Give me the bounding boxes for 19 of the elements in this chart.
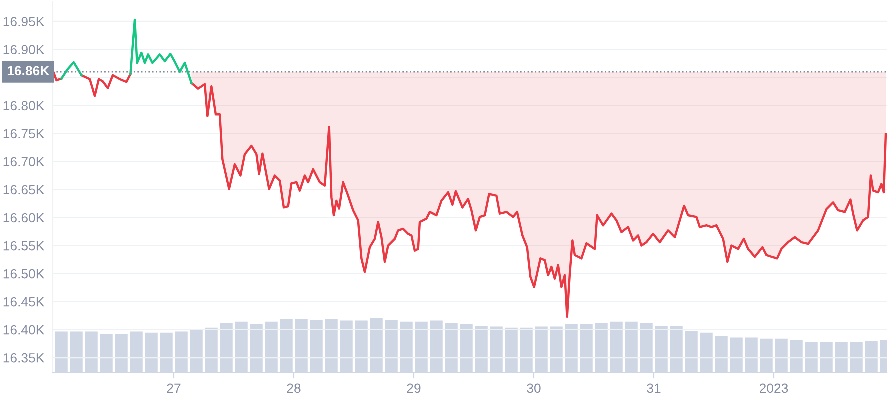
y-tick-label: 16.75K [4, 129, 45, 139]
ref-line-label: 16.86K [8, 66, 50, 76]
y-tick-label: 16.60K [4, 213, 45, 223]
y-tick-label: 16.40K [4, 325, 45, 335]
x-tick-label: 2023 [760, 384, 788, 394]
y-tick-label: 16.45K [4, 297, 45, 307]
y-tick-label: 16.65K [4, 185, 45, 195]
x-tick-label: 31 [647, 384, 661, 394]
y-tick-label: 16.35K [4, 353, 45, 363]
y-tick-label: 16.55K [4, 241, 45, 251]
x-tick-label: 28 [287, 384, 301, 394]
y-tick-label: 16.70K [4, 157, 45, 167]
x-tick-label: 29 [407, 384, 421, 394]
x-tick-label: 27 [167, 384, 181, 393]
y-tick-label: 16.50K [4, 269, 45, 279]
y-tick-label: 16.95K [4, 17, 45, 27]
x-tick-label: 30 [527, 384, 541, 394]
y-tick-label: 16.90K [4, 45, 45, 55]
y-tick-label: 16.80K [4, 101, 45, 111]
